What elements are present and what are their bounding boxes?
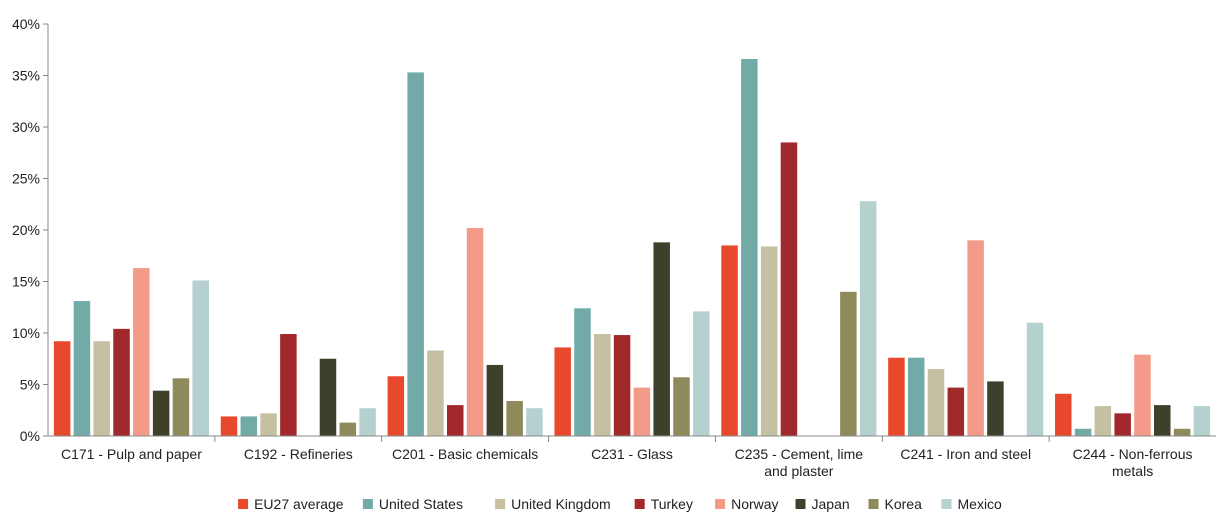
y-tick-label: 0% [20, 428, 40, 444]
x-tick-label: C241 - Iron and steel [900, 446, 1031, 462]
legend-swatch [868, 499, 879, 509]
bar [888, 357, 905, 436]
x-tick-label: C244 - Non-ferrous metals [1073, 446, 1193, 479]
bar [1173, 428, 1191, 436]
bar [319, 358, 337, 436]
y-axis: 0% 5% 10% 15% 20% 25% 30% 35% 40% [12, 16, 49, 444]
bar [113, 328, 130, 436]
bar [859, 201, 877, 436]
bar [760, 246, 778, 436]
bar [387, 376, 405, 436]
legend-swatch [362, 499, 373, 509]
bar [741, 59, 758, 437]
x-tick-label: C192 - Refineries [244, 446, 353, 462]
x-tick-label: C235 - Cement, lime and plaster [735, 446, 864, 479]
bar [427, 350, 444, 436]
bar [574, 308, 591, 436]
legend-item: United Kingdom [495, 496, 611, 512]
bars [53, 59, 1211, 437]
bar [260, 413, 277, 436]
bar [673, 377, 690, 436]
legend-item: United States [362, 496, 463, 512]
bar [554, 347, 571, 436]
legend-item: Turkey [634, 496, 693, 512]
y-tick-label: 5% [20, 377, 40, 393]
legend-swatch [238, 499, 249, 509]
bar [947, 387, 965, 436]
bar [93, 341, 110, 436]
legend-item: Norway [715, 496, 779, 512]
legend: EU27 average United States United Kingdom T… [238, 496, 1002, 512]
bar [1074, 428, 1092, 436]
legend-item: Mexico [941, 496, 1003, 512]
bar [220, 416, 238, 436]
bar [1134, 354, 1151, 436]
bar [192, 280, 209, 436]
y-tick-label: 20% [12, 222, 40, 238]
legend-swatch [715, 499, 726, 509]
bar [967, 240, 984, 436]
bar [927, 369, 945, 436]
bar [594, 334, 611, 436]
bar [152, 390, 170, 436]
bar [486, 364, 504, 436]
legend-label: Japan [812, 496, 850, 512]
legend-swatch [495, 499, 506, 509]
bar [721, 245, 738, 436]
bar [526, 408, 543, 436]
legend-label: United States [379, 496, 463, 512]
bar [446, 405, 464, 436]
bar [339, 422, 357, 436]
legend-label: Mexico [958, 496, 1003, 512]
bar [280, 334, 297, 436]
y-tick-label: 15% [12, 274, 40, 290]
bar [987, 381, 1004, 436]
bar [1026, 322, 1044, 436]
bar [780, 142, 798, 436]
bar [693, 311, 710, 436]
legend-label: Turkey [651, 496, 693, 512]
bar [1055, 393, 1072, 436]
bar [466, 227, 484, 436]
bar [907, 357, 925, 436]
legend-label: United Kingdom [511, 496, 611, 512]
legend-label: Norway [731, 496, 778, 512]
legend-swatch [941, 499, 952, 509]
legend-swatch [795, 499, 806, 509]
legend-item: EU27 average [238, 496, 344, 512]
legend-item: Korea [868, 496, 923, 512]
bar [73, 301, 91, 436]
x-axis: C171 - Pulp and paper C192 - Refineries C2… [48, 435, 1216, 479]
bar [359, 408, 376, 436]
bar [1114, 413, 1131, 436]
bar [506, 400, 523, 436]
x-tick-label: C201 - Basic chemicals [392, 446, 538, 462]
legend-label: EU27 average [254, 496, 344, 512]
bar [407, 72, 424, 436]
x-tick-label: C171 - Pulp and paper [61, 446, 202, 462]
legend-item: Japan [795, 496, 850, 512]
bar [613, 335, 631, 436]
y-tick-label: 40% [12, 16, 40, 32]
x-tick-label: C231 - Glass [591, 446, 673, 462]
legend-label: Korea [885, 496, 923, 512]
bar [240, 416, 258, 436]
bar [840, 291, 857, 436]
y-tick-label: 10% [12, 325, 40, 341]
legend-swatch [634, 499, 645, 509]
bar [53, 341, 71, 436]
bar [1094, 406, 1112, 436]
bar [172, 378, 190, 436]
bar [1154, 405, 1171, 436]
bar [133, 268, 150, 436]
y-tick-label: 25% [12, 171, 40, 187]
bar [653, 242, 670, 436]
y-tick-label: 30% [12, 119, 40, 135]
bar [1193, 406, 1211, 436]
bar [633, 387, 651, 436]
y-tick-label: 35% [12, 68, 40, 84]
